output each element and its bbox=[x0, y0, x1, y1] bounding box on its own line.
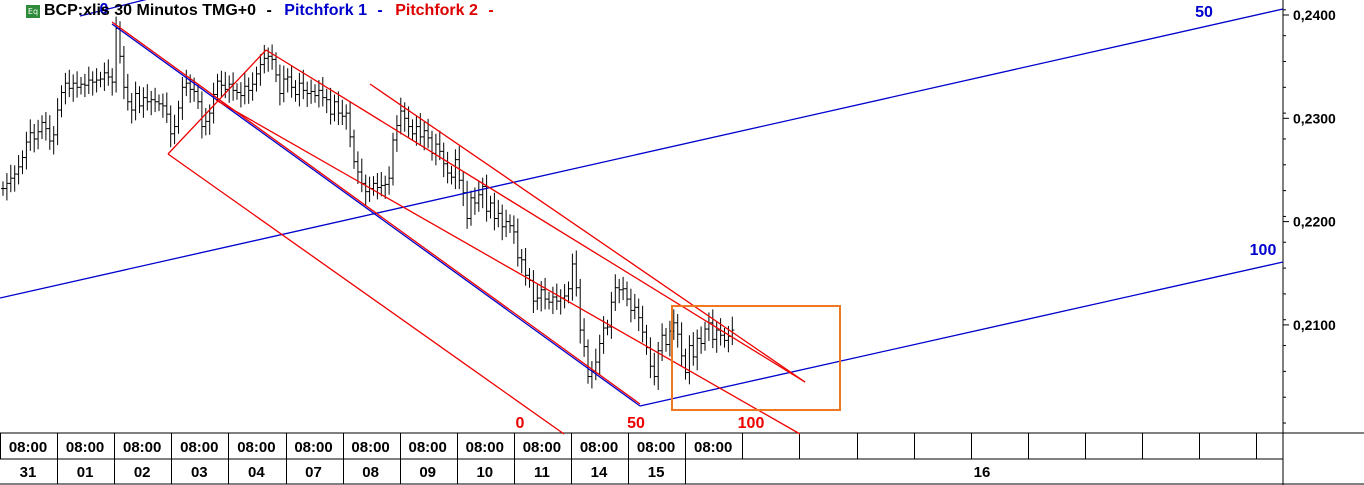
pitchfork-2-base bbox=[167, 49, 267, 155]
x-day-label: 15 bbox=[648, 464, 665, 481]
x-time-label: 08:00 bbox=[180, 439, 218, 456]
x-day-label: 10 bbox=[476, 464, 493, 481]
pitchfork-1-level-100-label: 100 bbox=[1250, 242, 1277, 259]
pitchfork-1-handle bbox=[111, 23, 641, 407]
y-tick-label: 0,2300 bbox=[1293, 110, 1336, 126]
x-time-label: 08:00 bbox=[466, 439, 504, 456]
x-day-label: 04 bbox=[248, 464, 265, 481]
chart-labels: 0 50 100 0 50 100 bbox=[100, 1, 1277, 432]
x-day-label: 14 bbox=[591, 464, 608, 481]
x-time-label: 08:00 bbox=[523, 439, 561, 456]
x-day-label: 08 bbox=[362, 464, 379, 481]
pitchfork-2-level-0-label: 0 bbox=[516, 415, 525, 432]
x-time-label: 08:00 bbox=[580, 439, 618, 456]
x-time-label: 08:00 bbox=[66, 439, 104, 456]
header-separator: - bbox=[266, 2, 272, 19]
pitchfork-2-upper-line bbox=[265, 49, 806, 383]
y-tick-label: 0,2100 bbox=[1293, 317, 1336, 333]
highlight-box bbox=[671, 305, 841, 411]
x-day-label: 09 bbox=[419, 464, 436, 481]
x-time-label: 08:00 bbox=[694, 439, 732, 456]
x-time-label: 08:00 bbox=[237, 439, 275, 456]
x-day-label: 31 bbox=[20, 464, 37, 481]
x-day-label: 03 bbox=[191, 464, 208, 481]
x-day-label: 02 bbox=[134, 464, 151, 481]
y-tick-label: 0,2400 bbox=[1293, 7, 1336, 23]
y-tick-label: 0,2200 bbox=[1293, 214, 1336, 230]
x-day-label: 11 bbox=[534, 464, 550, 481]
x-time-label: 08:00 bbox=[351, 439, 389, 456]
symbol-title: BCP:xlis 30 Minutos TMG+0 bbox=[44, 2, 257, 19]
chart-header: BCP:xlis 30 Minutos TMG+0 - Pitchfork 1 … bbox=[44, 2, 494, 20]
x-time-label: 08:00 bbox=[294, 439, 332, 456]
x-time-label: 08:00 bbox=[637, 439, 675, 456]
ohlc-bars bbox=[1, 16, 735, 390]
x-time-label: 08:00 bbox=[123, 439, 161, 456]
pitchfork-2-handle bbox=[111, 21, 641, 405]
x-time-label: 08:00 bbox=[409, 439, 447, 456]
pitchfork-1-level-0-label: 0 bbox=[100, 1, 109, 18]
pitchfork-1-level-50-label: 50 bbox=[1195, 4, 1213, 21]
pitchfork-1-upper-line bbox=[79, 0, 147, 17]
header-separator: - bbox=[488, 2, 494, 19]
pitchfork-lines bbox=[0, 0, 1284, 435]
x-time-label: 08:00 bbox=[9, 439, 47, 456]
pitchfork-2-outer-line bbox=[369, 83, 806, 383]
pitchfork-2-median-line bbox=[215, 99, 801, 435]
pitchfork-2-lower-line bbox=[167, 153, 565, 435]
header-separator: - bbox=[377, 2, 383, 19]
x-day-label: 16 bbox=[974, 464, 991, 481]
pitchfork-1-lower-line bbox=[639, 261, 1284, 407]
equity-badge-icon: Eq bbox=[26, 5, 40, 18]
pitchfork-2-level-100-label: 100 bbox=[738, 415, 765, 432]
x-day-label: 01 bbox=[77, 464, 94, 481]
pitchfork-2-level-50-label: 50 bbox=[627, 415, 645, 432]
pitchfork-1-median-line bbox=[0, 8, 1284, 299]
x-day-label: 07 bbox=[305, 464, 322, 481]
pitchfork-1-label[interactable]: Pitchfork 1 bbox=[284, 2, 367, 19]
pitchfork-2-label[interactable]: Pitchfork 2 bbox=[395, 2, 478, 19]
